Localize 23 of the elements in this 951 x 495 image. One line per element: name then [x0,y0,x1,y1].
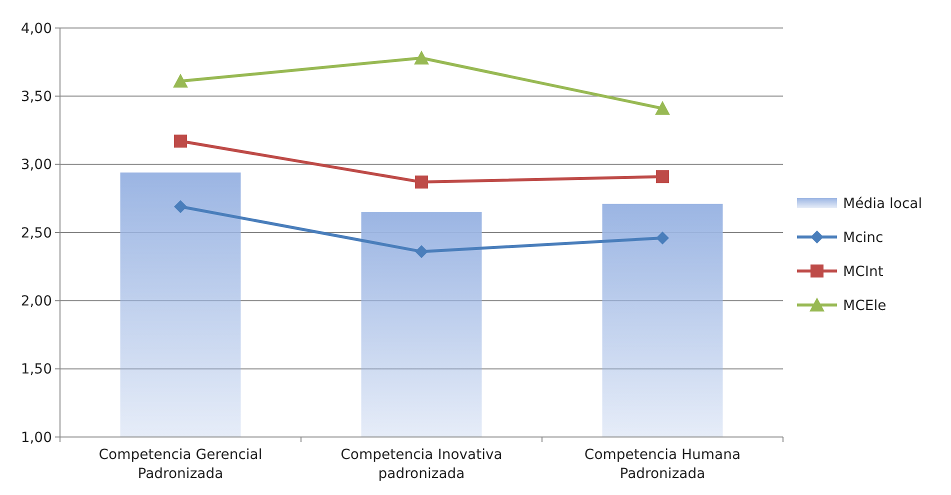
point [174,134,187,148]
point [655,100,670,115]
point [174,200,187,214]
y-tick-label: 2,50 [20,225,52,242]
point [415,245,428,258]
point [656,170,669,184]
y-tick-label: 1,50 [20,362,52,378]
x-tick-label: Competencia Humana Padronizada [584,447,741,482]
legend-label: Média local [843,196,922,212]
legend-label: Mcinc [843,230,884,246]
y-tick-label: 4,00 [20,20,52,37]
y-tick-label: 3,50 [20,89,52,106]
y-tick-label: 2,00 [20,294,52,310]
y-tick-label: 1,00 [20,430,52,446]
y-tick-label: 3,00 [20,157,52,174]
point [414,50,429,64]
point [173,74,188,88]
legend-label: MCInt [843,264,884,280]
point [415,176,428,189]
point [656,231,669,244]
legend-label: MCEle [843,298,886,314]
x-tick-label: Competencia Gerencial Padronizada [98,447,262,482]
x-tick-label: Competencia Inovativa padronizada [340,447,502,482]
